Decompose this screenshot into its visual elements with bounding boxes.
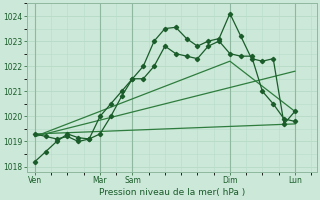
X-axis label: Pression niveau de la mer( hPa ): Pression niveau de la mer( hPa ): [99, 188, 245, 197]
